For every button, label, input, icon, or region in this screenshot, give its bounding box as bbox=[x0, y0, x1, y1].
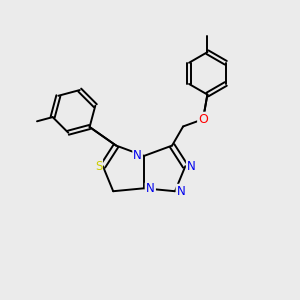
Text: N: N bbox=[146, 182, 155, 195]
Text: N: N bbox=[133, 148, 142, 161]
Text: O: O bbox=[198, 113, 208, 126]
Text: N: N bbox=[146, 183, 154, 196]
Text: N: N bbox=[187, 160, 196, 173]
Text: S: S bbox=[95, 160, 102, 173]
Text: N: N bbox=[176, 185, 185, 198]
